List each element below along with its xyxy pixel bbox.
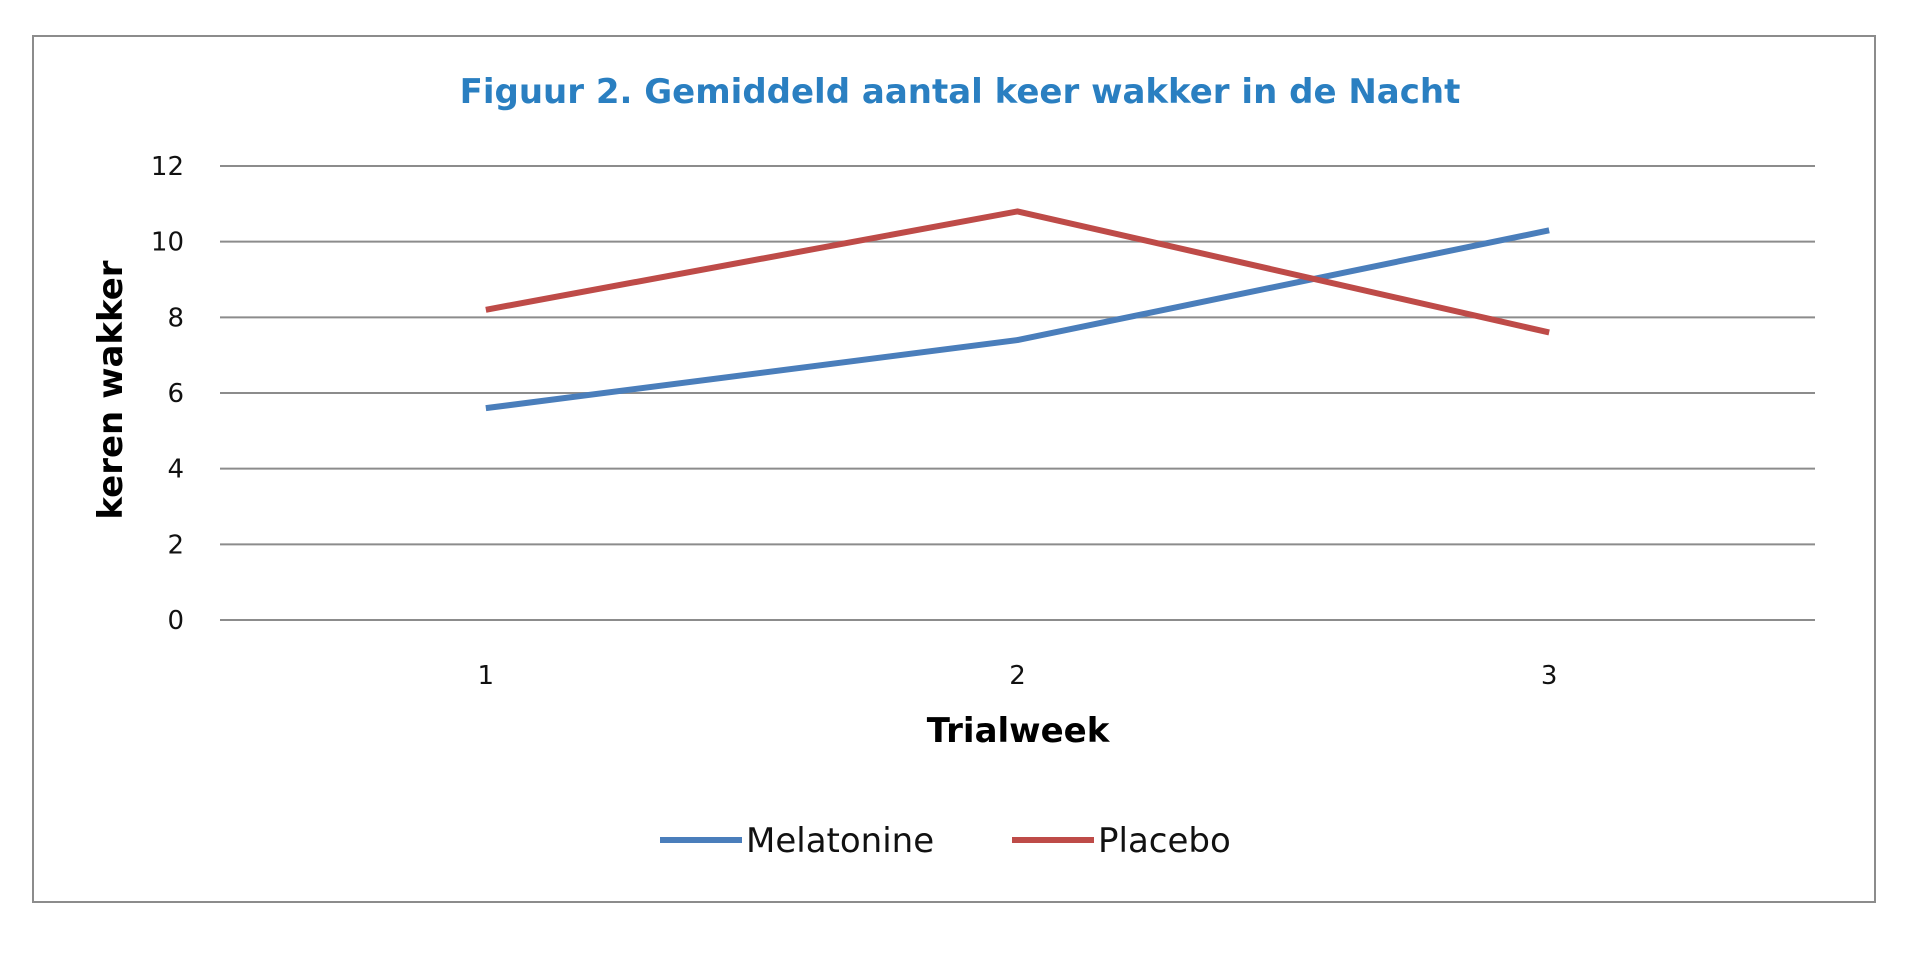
chart-title: Figuur 2. Gemiddeld aantal keer wakker i… — [460, 72, 1461, 112]
y-tick-label: 12 — [151, 152, 184, 182]
x-tick-label: 1 — [478, 661, 495, 691]
series-lines — [485, 208, 1550, 412]
y-tick-label: 0 — [167, 606, 184, 636]
y-tick-label: 8 — [167, 303, 184, 333]
series-line-placebo — [485, 208, 1550, 336]
x-tick-label: 3 — [1541, 661, 1558, 691]
y-tick-label: 6 — [167, 379, 184, 409]
y-axis-title: keren wakker — [91, 260, 131, 519]
x-tick-label: 2 — [1009, 661, 1026, 691]
y-tick-label: 10 — [151, 228, 184, 258]
y-tick-label: 2 — [167, 530, 184, 560]
legend-label-melatonine: Melatonine — [746, 821, 934, 861]
series-line-melatonine — [485, 227, 1550, 412]
y-tick-label: 4 — [167, 455, 184, 485]
y-tick-labels: 0 2 4 6 8 10 12 — [151, 152, 184, 636]
legend-label-placebo: Placebo — [1098, 821, 1231, 861]
x-axis-title: Trialweek — [927, 711, 1111, 751]
legend: Melatonine Placebo — [660, 821, 1231, 861]
gridlines — [220, 165, 1815, 621]
x-tick-labels: 1 2 3 — [478, 661, 1558, 691]
